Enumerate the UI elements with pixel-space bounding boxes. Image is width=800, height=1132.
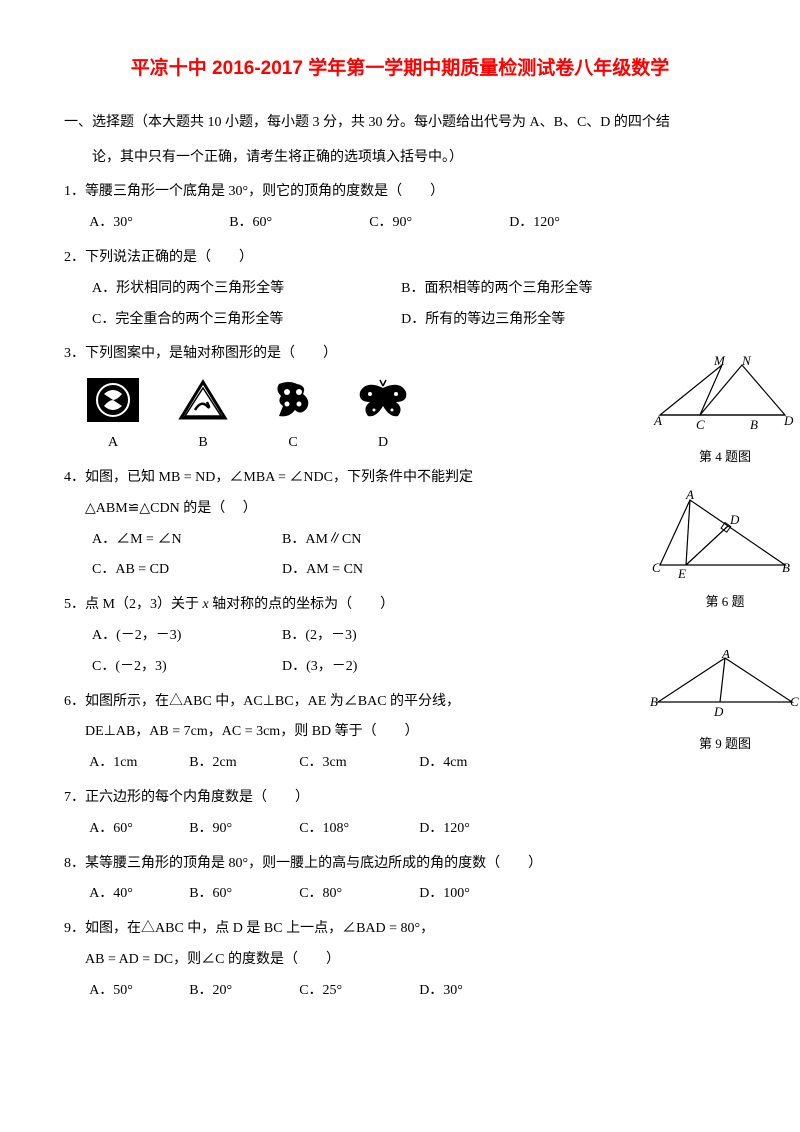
- q7-text: 7．正六边形的每个内角度数是（ ）: [64, 783, 736, 814]
- q4-text: 4．如图，已知 MB = ND，∠MBA = ∠NDC，下列条件中不能判定: [64, 463, 574, 494]
- q4-opt-a: A．∠M = ∠N: [92, 525, 282, 556]
- svg-text:A: A: [685, 490, 694, 502]
- q5-opt-b: B．(2，－3): [282, 621, 357, 652]
- q1-options: A．30° B．60° C．90° D．120°: [64, 208, 736, 239]
- q9-opt-c: C．25°: [299, 976, 419, 1007]
- q2-text: 2．下列说法正确的是（ ）: [64, 243, 736, 274]
- svg-text:C: C: [696, 417, 705, 432]
- q1-text: 1．等腰三角形一个底角是 30°，则它的顶角的度数是（ ）: [64, 177, 736, 208]
- question-9: 9．如图，在△ABC 中，点 D 是 BC 上一点，∠BAD = 80°， AB…: [64, 914, 736, 1006]
- q3-image-c: [265, 378, 321, 426]
- q9-opt-d: D．30°: [419, 976, 519, 1007]
- figure-q6-caption: 第 6 题: [650, 593, 800, 611]
- svg-text:E: E: [677, 566, 686, 580]
- q9-options: A．50° B．20° C．25° D．30°: [64, 976, 736, 1007]
- q5-pre: 5．点 M（2，3）关于: [64, 597, 202, 612]
- q5-post: 轴对称的点的坐标为（ ）: [209, 597, 395, 612]
- q3-text: 3．下列图案中，是轴对称图形的是（ ）: [64, 339, 736, 370]
- q6-text-2: DE⊥AB，AB = 7cm，AC = 3cm，则 BD 等于（ ）: [64, 717, 574, 748]
- q3-images: [64, 378, 736, 426]
- q5-text: 5．点 M（2，3）关于 x 轴对称的点的坐标为（ ）: [64, 590, 574, 621]
- q6-opt-a: A．1cm: [89, 748, 189, 779]
- q6-opt-d: D．4cm: [419, 748, 519, 779]
- q1-opt-c: C．90°: [369, 208, 509, 239]
- q6-options: A．1cm B．2cm C．3cm D．4cm: [64, 748, 574, 779]
- q8-opt-b: B．60°: [189, 879, 299, 910]
- q3-label-a: A: [85, 428, 141, 459]
- figure-q9: A B D C 第 9 题图: [650, 650, 800, 753]
- q3-label-c: C: [265, 428, 321, 459]
- question-5: 5．点 M（2，3）关于 x 轴对称的点的坐标为（ ） A．(－2，－3) B．…: [64, 590, 574, 682]
- q3-label-d: D: [355, 428, 411, 459]
- q4-opt-c: C．AB = CD: [92, 555, 282, 586]
- q3-labels: A B C D: [64, 428, 736, 459]
- section-intro-1: 一、选择题（本大题共 10 小题，每小题 3 分，共 30 分。每小题给出代号为…: [64, 108, 736, 139]
- q4-opt-d: D．AM = CN: [282, 555, 363, 586]
- q5-opt-a: A．(－2，－3): [92, 621, 282, 652]
- q4-opt-b: B．AM∥CN: [282, 525, 361, 556]
- svg-text:B: B: [750, 417, 758, 432]
- q7-opt-d: D．120°: [419, 814, 519, 845]
- figure-q6: A C E B D 第 6 题: [650, 490, 800, 611]
- q6-text: 6．如图所示，在△ABC 中，AC⊥BC，AE 为∠BAC 的平分线，: [64, 687, 574, 718]
- q2-opt-c: C．完全重合的两个三角形全等: [92, 305, 401, 336]
- q5-options: A．(－2，－3) B．(2，－3) C．(－2，3) D．(3，－2): [64, 621, 574, 683]
- question-1: 1．等腰三角形一个底角是 30°，则它的顶角的度数是（ ） A．30° B．60…: [64, 177, 736, 239]
- q9-opt-b: B．20°: [189, 976, 299, 1007]
- q2-opt-a: A．形状相同的两个三角形全等: [92, 274, 401, 305]
- section-intro-2: 论，其中只有一个正确，请考生将正确的选项填入括号中。）: [64, 143, 736, 174]
- q6-opt-c: C．3cm: [299, 748, 419, 779]
- svg-text:D: D: [783, 413, 794, 428]
- q4-options: A．∠M = ∠N B．AM∥CN C．AB = CD D．AM = CN: [64, 525, 574, 587]
- q2-options: A．形状相同的两个三角形全等 B．面积相等的两个三角形全等 C．完全重合的两个三…: [64, 274, 736, 336]
- svg-text:B: B: [650, 694, 658, 709]
- q3-image-b: [175, 378, 231, 426]
- question-2: 2．下列说法正确的是（ ） A．形状相同的两个三角形全等 B．面积相等的两个三角…: [64, 243, 736, 335]
- question-4: 4．如图，已知 MB = ND，∠MBA = ∠NDC，下列条件中不能判定 △A…: [64, 463, 574, 586]
- q3-image-a: [85, 378, 141, 426]
- q6-opt-b: B．2cm: [189, 748, 299, 779]
- q7-options: A．60° B．90° C．108° D．120°: [64, 814, 736, 845]
- svg-text:D: D: [713, 704, 724, 719]
- question-3: 3．下列图案中，是轴对称图形的是（ ）: [64, 339, 736, 459]
- q7-opt-b: B．90°: [189, 814, 299, 845]
- svg-text:M: M: [713, 355, 726, 368]
- q8-text: 8．某等腰三角形的顶角是 80°，则一腰上的高与底边所成的角的度数（ ）: [64, 849, 736, 880]
- svg-text:B: B: [782, 560, 790, 575]
- q9-text-2: AB = AD = DC，则∠C 的度数是（ ）: [64, 945, 736, 976]
- q5-opt-c: C．(－2，3): [92, 652, 282, 683]
- q8-opt-d: D．100°: [419, 879, 519, 910]
- svg-text:N: N: [741, 355, 752, 368]
- svg-text:C: C: [790, 694, 799, 709]
- q7-opt-a: A．60°: [89, 814, 189, 845]
- svg-text:C: C: [652, 560, 661, 575]
- q9-opt-a: A．50°: [89, 976, 189, 1007]
- svg-text:A: A: [721, 650, 730, 661]
- q5-opt-d: D．(3，－2): [282, 652, 357, 683]
- q2-opt-d: D．所有的等边三角形全等: [401, 305, 710, 336]
- question-6: 6．如图所示，在△ABC 中，AC⊥BC，AE 为∠BAC 的平分线， DE⊥A…: [64, 687, 574, 779]
- figure-q4-caption: 第 4 题图: [650, 448, 800, 466]
- q3-label-b: B: [175, 428, 231, 459]
- question-8: 8．某等腰三角形的顶角是 80°，则一腰上的高与底边所成的角的度数（ ） A．4…: [64, 849, 736, 911]
- q9-text: 9．如图，在△ABC 中，点 D 是 BC 上一点，∠BAD = 80°，: [64, 914, 736, 945]
- figure-q9-caption: 第 9 题图: [650, 735, 800, 753]
- q8-opt-c: C．80°: [299, 879, 419, 910]
- q1-opt-d: D．120°: [509, 208, 649, 239]
- q2-opt-b: B．面积相等的两个三角形全等: [401, 274, 710, 305]
- exam-title: 平凉十中 2016-2017 学年第一学期中期质量检测试卷八年级数学: [64, 48, 736, 90]
- figure-q4: A C B D M N 第 4 题图: [650, 355, 800, 466]
- q8-opt-a: A．40°: [89, 879, 189, 910]
- question-7: 7．正六边形的每个内角度数是（ ） A．60° B．90° C．108° D．1…: [64, 783, 736, 845]
- svg-text:D: D: [729, 512, 740, 527]
- q1-opt-a: A．30°: [89, 208, 229, 239]
- q1-opt-b: B．60°: [229, 208, 369, 239]
- q3-image-d: [355, 378, 411, 426]
- q4-text-2: △ABM≌△CDN 的是（ ）: [64, 494, 574, 525]
- q8-options: A．40° B．60° C．80° D．100°: [64, 879, 736, 910]
- q7-opt-c: C．108°: [299, 814, 419, 845]
- svg-text:A: A: [653, 413, 662, 428]
